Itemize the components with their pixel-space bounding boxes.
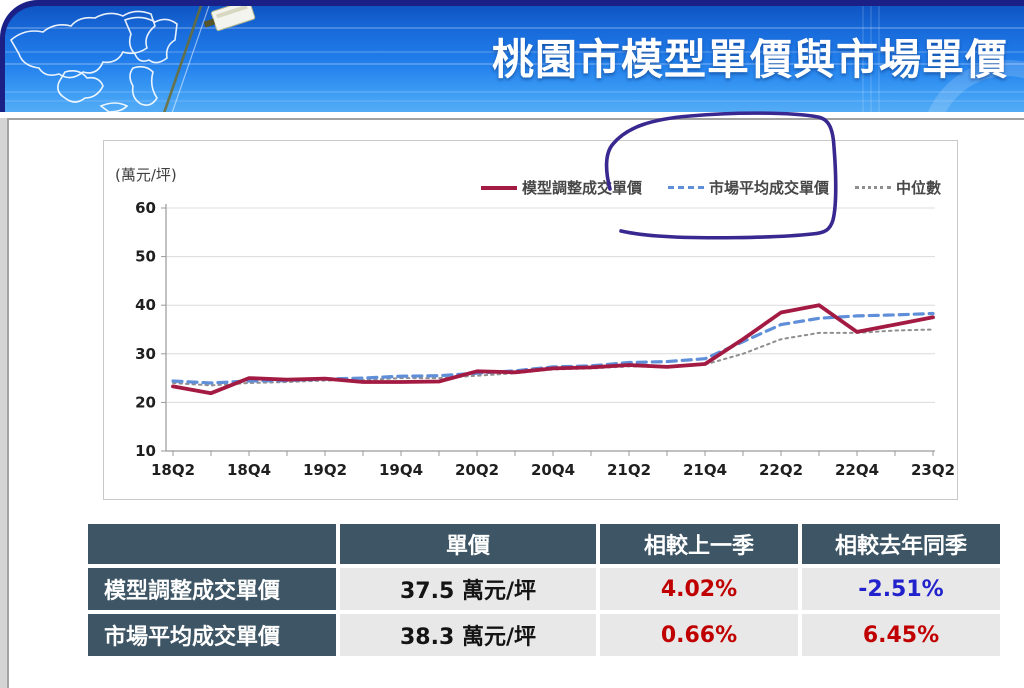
x-tick-label: 21Q2 [607, 461, 651, 479]
left-gutter [0, 118, 7, 688]
series-line-1 [171, 311, 935, 385]
slide-frame-left-border [7, 118, 9, 688]
market-average-qoq: 0.66% [600, 614, 798, 656]
legend-item-median: 中位數 [854, 177, 941, 198]
table-header-yoy: 相較去年同季 [802, 524, 1000, 564]
row-label-model-price: 模型調整成交單價 [88, 568, 336, 610]
table-header-qoq: 相較上一季 [600, 524, 798, 564]
x-tick-label: 18Q4 [227, 461, 271, 479]
continent-outlines [9, 10, 178, 112]
market-average-yoy: 6.45% [802, 614, 1000, 656]
x-tick-label: 20Q2 [455, 461, 499, 479]
model-price-qoq: 4.02% [600, 568, 798, 610]
table-header-blank [88, 524, 336, 564]
x-tick-label: 19Q4 [379, 461, 423, 479]
market-average-value: 38.3 萬元/坪 [340, 614, 596, 656]
series-line-0 [171, 303, 935, 396]
x-tick-label: 23Q2 [911, 461, 955, 479]
x-tick-label: 22Q2 [759, 461, 803, 479]
y-tick-label: 20 [135, 393, 156, 411]
y-tick-label: 40 [135, 296, 156, 314]
header-banner: 桃園市模型單價與市場單價 [0, 0, 1024, 112]
solid-line-swatch [480, 185, 517, 190]
price-trend-chart-panel: (萬元/坪) 模型調整成交單價 市場平均成交單價 中位數 60 50 40 30 20 1… [103, 140, 958, 500]
world-map-graphic [5, 6, 1024, 112]
series-line-2 [172, 328, 934, 387]
y-tick-label: 60 [135, 199, 156, 217]
light-arc [928, 60, 1024, 112]
x-tick-label: 21Q4 [683, 461, 727, 479]
x-tick-label: 19Q2 [303, 461, 347, 479]
x-tick-label: 20Q4 [531, 461, 575, 479]
x-tick-label: 18Q2 [151, 461, 195, 479]
page-title: 桃園市模型單價與市場單價 [491, 35, 1008, 85]
y-tick-label: 10 [135, 442, 156, 460]
legend-label: 中位數 [895, 179, 941, 197]
x-tick-label: 22Q4 [835, 461, 879, 479]
slide-frame-top-border [7, 118, 1024, 120]
row-label-market-average: 市場平均成交單價 [88, 614, 336, 656]
model-price-value: 37.5 萬元/坪 [340, 568, 596, 610]
y-axis-unit-label: (萬元/坪) [115, 166, 177, 184]
orbit-arc [163, 6, 203, 112]
y-tick-label: 50 [135, 248, 156, 266]
table-header-price: 單價 [340, 524, 596, 564]
y-tick-label: 30 [135, 345, 156, 363]
vertical-detail-lines [862, 6, 880, 112]
dotted-line-swatch [854, 186, 891, 189]
price-summary-table: 單價 相較上一季 相較去年同季 模型調整成交單價 37.5 萬元/坪 4.02%… [88, 524, 1000, 656]
orbit-arc-glow [171, 6, 210, 112]
satellite-icon [203, 6, 256, 32]
model-price-yoy: -2.51% [802, 568, 1000, 610]
